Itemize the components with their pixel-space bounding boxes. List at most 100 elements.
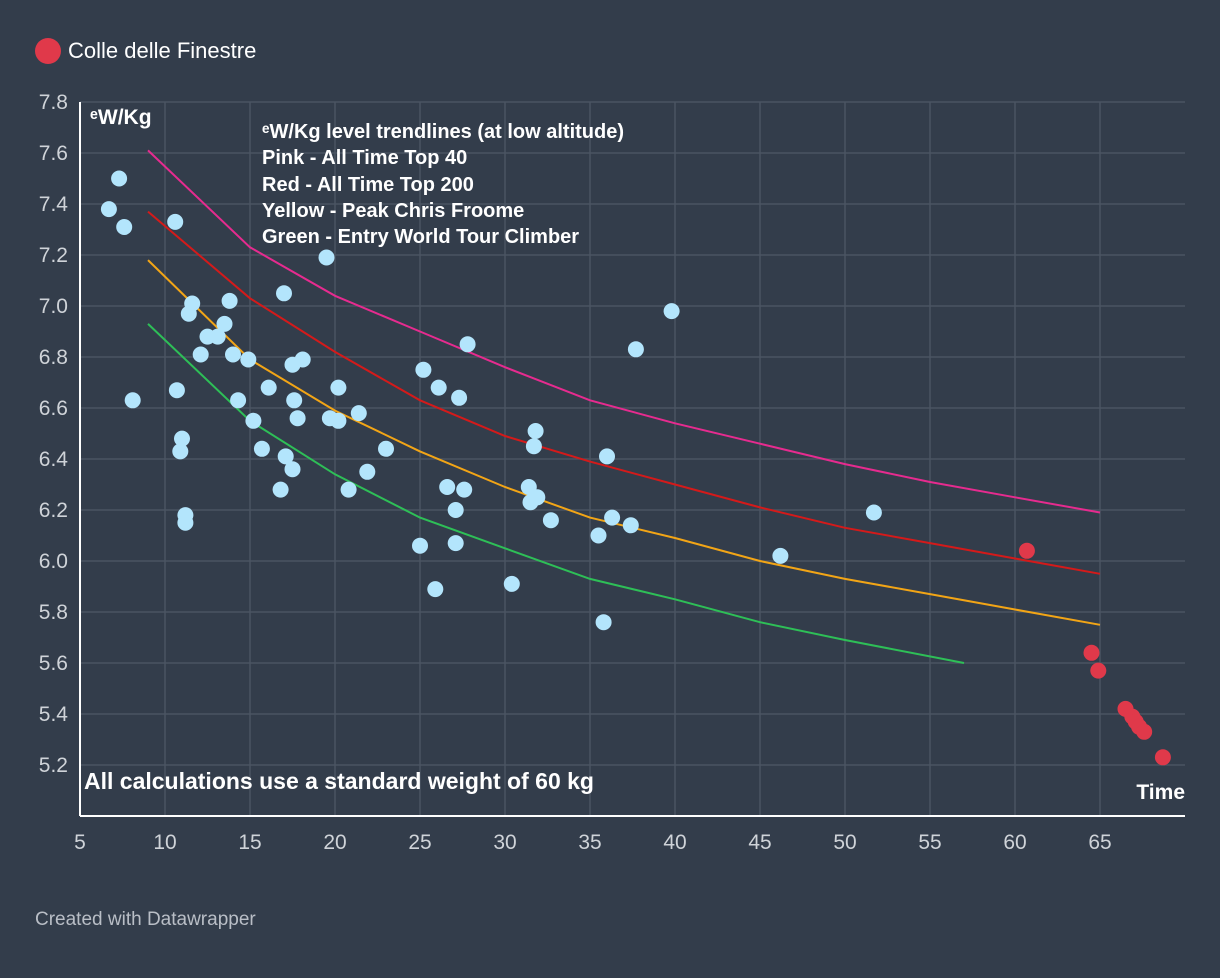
y-tick-label: 7.6 [39,142,68,165]
data-point[interactable] [116,219,133,235]
data-point[interactable] [277,448,294,465]
data-point[interactable] [100,201,117,218]
y-tick-label: 6.6 [39,397,68,420]
x-tick-label: 45 [748,831,771,854]
y-tick-label: 5.2 [39,754,68,777]
data-point[interactable] [272,481,289,498]
data-point[interactable] [359,463,376,480]
data-point[interactable] [225,346,241,363]
y-tick-label: 5.6 [39,652,68,675]
data-point[interactable] [330,379,347,396]
data-point[interactable] [192,346,209,363]
y-tick-label: 7.4 [39,193,69,216]
data-point[interactable] [595,614,612,631]
data-point[interactable] [622,517,639,534]
x-tick-label: 30 [493,831,516,854]
data-point[interactable] [221,292,238,309]
data-point[interactable] [412,537,428,554]
y-axis-title: ᵉW/Kg [90,106,152,129]
data-point[interactable] [318,249,335,266]
x-tick-label: 50 [833,831,856,854]
data-point[interactable] [240,351,257,368]
data-point[interactable] [439,479,456,495]
annotation-line: Red - All Time Top 200 [262,174,474,196]
data-point[interactable] [525,438,542,455]
x-tick-label: 10 [153,831,176,854]
data-point[interactable] [599,448,615,465]
data-point[interactable] [230,392,247,409]
data-point[interactable] [245,412,262,429]
trendline-annotation: ᵉW/Kg level trendlines (at low altitude)… [262,121,624,248]
legend-marker [35,38,61,64]
data-point[interactable] [1136,723,1153,740]
x-tick-labels: 5 10 15 20 25 30 35 40 45 50 55 60 65 [74,831,1112,854]
y-tick-label: 5.4 [39,703,69,726]
data-points [100,170,1171,766]
data-point[interactable] [289,410,306,427]
x-tick-label: 65 [1088,831,1111,854]
data-point[interactable] [330,412,347,429]
data-point[interactable] [111,170,128,187]
data-point[interactable] [209,328,226,345]
data-point[interactable] [1154,749,1171,766]
x-tick-label: 5 [74,831,86,854]
x-tick-label: 20 [323,831,346,854]
annotation-line: Pink - All Time Top 40 [262,147,467,169]
data-point[interactable] [172,443,189,460]
trendline [147,323,965,664]
legend[interactable]: Colle delle Finestre [35,38,256,64]
annotation-line: ᵉW/Kg level trendlines (at low altitude) [262,121,624,143]
data-point[interactable] [542,512,559,529]
data-point[interactable] [772,547,789,564]
y-tick-label: 7.8 [39,91,68,114]
data-point[interactable] [527,423,544,439]
data-point[interactable] [340,481,357,498]
data-point[interactable] [447,535,464,552]
credit-text[interactable]: Created with Datawrapper [35,909,256,930]
data-point[interactable] [1090,662,1107,679]
data-point[interactable] [865,504,882,521]
data-point[interactable] [216,315,233,332]
data-point[interactable] [167,213,184,230]
data-point[interactable] [627,341,644,358]
x-tick-label: 60 [1003,831,1026,854]
data-point[interactable] [430,379,447,396]
y-tick-label: 6.4 [39,448,69,471]
data-point[interactable] [284,461,301,478]
x-tick-label: 25 [408,831,431,854]
y-tick-label: 6.8 [39,346,68,369]
data-point[interactable] [294,351,311,368]
data-point[interactable] [415,361,432,378]
x-axis-title: Time [1136,781,1185,804]
data-point[interactable] [503,575,520,592]
data-point[interactable] [604,509,621,526]
data-point[interactable] [124,392,141,409]
x-tick-label: 15 [238,831,261,854]
data-point[interactable] [174,430,190,447]
data-point[interactable] [286,392,303,409]
data-point[interactable] [276,285,292,302]
data-point[interactable] [1018,542,1035,559]
data-point[interactable] [447,502,464,518]
data-point[interactable] [1083,644,1100,661]
data-point[interactable] [253,440,270,457]
axes [79,102,1185,817]
y-tick-label: 7.2 [39,244,68,267]
legend-label: Colle delle Finestre [68,38,256,63]
data-point[interactable] [350,405,367,422]
data-point[interactable] [260,379,277,396]
data-point[interactable] [451,389,468,406]
data-point[interactable] [529,489,546,506]
data-point[interactable] [378,440,394,457]
data-point[interactable] [456,481,473,498]
y-tick-label: 7.0 [39,295,68,318]
data-point[interactable] [184,295,201,312]
data-point[interactable] [459,336,476,353]
x-tick-label: 40 [663,831,686,854]
data-point[interactable] [663,303,680,320]
data-point[interactable] [168,382,185,399]
data-point[interactable] [177,514,194,531]
data-point[interactable] [590,527,607,544]
data-point[interactable] [427,581,444,598]
